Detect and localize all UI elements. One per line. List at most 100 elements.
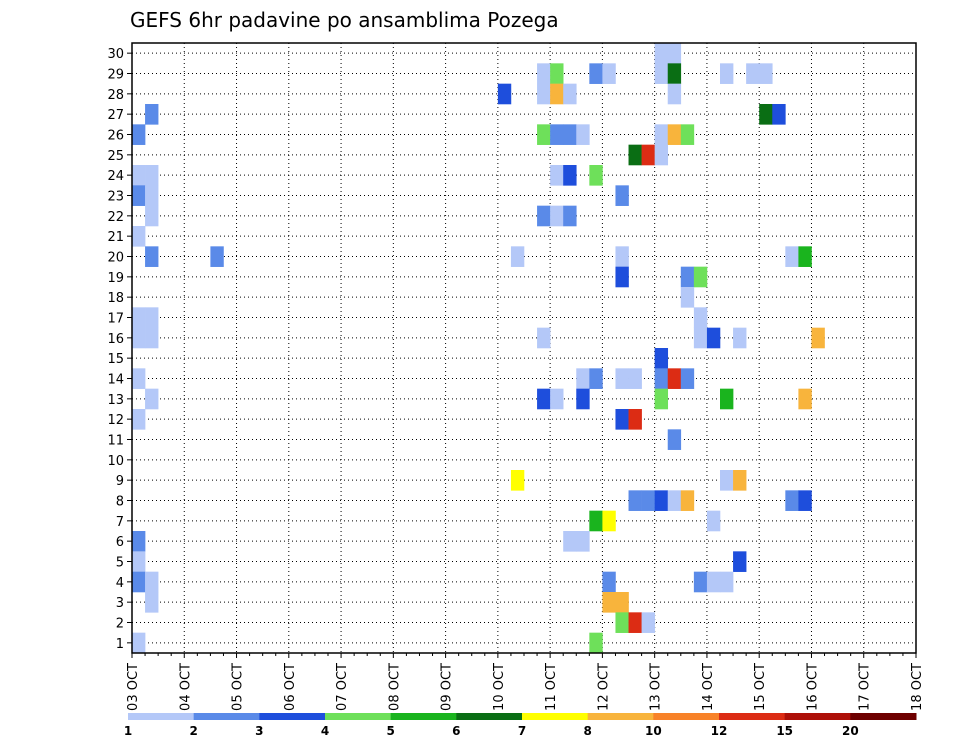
precip-cell [210,246,224,267]
y-tick-label: 4 [116,576,124,591]
precip-cell [641,612,655,633]
legend-label: 2 [189,724,197,738]
legend-label: 8 [583,724,591,738]
x-tick-label: 16 OCT [805,663,820,711]
precip-cell [550,205,564,227]
y-tick-label: 27 [107,108,124,123]
precip-cell [563,531,577,552]
precip-cell [589,165,603,186]
y-tick-label: 23 [107,190,124,205]
precipitation-cells [132,43,825,654]
precip-cell [132,368,146,389]
precip-cell [132,165,146,186]
y-tick-label: 22 [107,210,124,225]
precip-cell [602,592,616,613]
precip-cell [654,124,669,145]
precip-cell [628,409,642,430]
legend-swatch [259,713,326,720]
precip-cell [550,124,564,145]
precip-cell [654,63,669,84]
y-tick-label: 14 [107,373,124,388]
precip-cell [589,63,603,84]
legend-label: 15 [776,724,793,738]
precip-cell [145,592,159,613]
legend-swatch [390,713,457,720]
legend-swatch [653,713,720,720]
y-tick-label: 7 [116,515,124,530]
y-tick-label: 9 [116,474,124,489]
precip-cell [654,43,669,64]
precip-cell [693,571,708,593]
precip-cell [576,531,590,552]
precip-cell [602,63,616,84]
legend-label: 6 [452,724,460,738]
precip-cell [785,490,799,511]
precip-cell [693,266,708,288]
precip-cell [628,368,642,389]
precip-cell [132,124,146,145]
legend-swatch [719,713,786,720]
y-tick-label: 6 [116,535,124,550]
y-tick-label: 28 [107,88,124,103]
precip-cell [628,144,642,166]
chart-title: GEFS 6hr padavine po ansamblima Pozega [130,8,559,32]
precip-cell [563,165,577,186]
precip-cell [667,429,682,450]
precip-cell [563,83,577,105]
y-tick-label: 16 [107,332,124,347]
precip-cell [537,124,551,145]
y-tick-label: 24 [107,169,124,184]
precip-cell [576,124,590,145]
precip-cell [798,246,812,267]
x-tick-label: 08 OCT [387,663,402,711]
precip-cell [563,124,577,145]
x-tick-label: 10 OCT [492,663,507,711]
precip-cell [132,185,146,206]
y-tick-label: 26 [107,129,124,144]
precip-cell [589,632,603,654]
precip-cell [537,205,551,227]
precip-cell [145,246,159,267]
y-tick-label: 12 [107,413,124,428]
precip-cell [733,470,747,491]
precip-cell [680,490,695,511]
y-tick-label: 3 [116,596,124,611]
y-tick-label: 25 [107,149,124,164]
legend-swatch [850,713,917,720]
precip-cell [720,571,734,593]
precip-cell [615,266,629,288]
precip-cell [798,388,812,410]
precip-cell [550,63,564,84]
legend-swatch [587,713,654,720]
precip-cell [693,307,708,328]
y-tick-label: 19 [107,271,124,286]
precip-cell [654,348,669,369]
precip-cell [132,551,146,572]
x-tick-label: 03 OCT [126,663,141,711]
precip-cell [641,144,655,166]
y-tick-label: 18 [107,291,124,306]
y-tick-label: 21 [107,230,124,245]
precip-cell [680,368,695,389]
precip-cell [145,327,159,349]
precip-cell [798,490,812,511]
precip-cell [680,124,695,145]
x-tick-label: 13 OCT [649,663,664,711]
precip-cell [132,531,146,552]
legend-swatch [193,713,260,720]
x-axis-ticks: 03 OCT 04 OCT 05 OCT 06 OCT 07 OCT 08 OCT 09 O… [126,653,925,711]
x-tick-label: 05 OCT [231,663,246,711]
y-tick-label: 30 [107,47,124,62]
precip-cell [667,124,682,145]
precip-cell [615,185,629,206]
precip-cell [720,388,734,410]
y-tick-label: 11 [107,434,124,449]
precip-cell [680,287,695,308]
x-tick-label: 06 OCT [283,663,298,711]
precip-cell [145,388,159,410]
y-tick-label: 29 [107,68,124,83]
precip-cell [654,388,669,410]
precip-cell [706,510,721,532]
precip-cell [602,510,616,532]
y-tick-label: 8 [116,495,124,510]
